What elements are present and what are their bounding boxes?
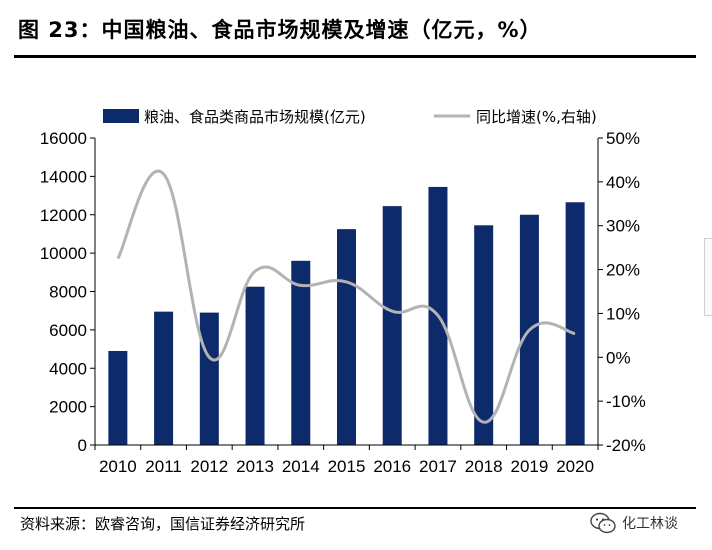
legend-bar-label: 粮油、食品类商品市场规模(亿元): [144, 108, 366, 126]
wechat-icon: [590, 512, 616, 534]
left-axis-tick-label: 12000: [40, 206, 87, 225]
legend-bar-swatch: [103, 109, 139, 123]
bar-2015: [337, 229, 356, 445]
bar-2016: [382, 206, 402, 445]
bar-2010: [108, 350, 128, 445]
right-axis-tick-label: 50%: [606, 129, 640, 148]
x-axis-tick-label: 2015: [328, 457, 366, 476]
watermark: 化工林谈: [590, 511, 678, 535]
right-axis-tick-label: 20%: [606, 261, 640, 280]
x-axis-tick-label: 2019: [510, 457, 548, 476]
left-axis-tick-label: 16000: [40, 129, 87, 148]
left-axis-tick-label: 8000: [49, 283, 87, 302]
right-axis-tick-label: 30%: [606, 217, 640, 236]
edge-marker: [704, 238, 712, 316]
x-axis-tick-label: 2014: [282, 457, 320, 476]
bar-2014: [291, 260, 311, 445]
x-axis-tick-label: 2017: [419, 457, 457, 476]
left-axis-tick-label: 14000: [40, 167, 87, 186]
x-axis-tick-label: 2018: [465, 457, 503, 476]
x-axis-tick-label: 2010: [99, 457, 137, 476]
right-axis-tick-label: 0%: [606, 348, 631, 367]
source-note: 资料来源：欧睿咨询，国信证券经济研究所: [20, 515, 306, 533]
right-axis-tick-label: -10%: [606, 392, 646, 411]
growth-rate-line: [116, 169, 576, 424]
right-axis-tick-label: -20%: [606, 436, 646, 455]
bar-2012: [199, 312, 219, 445]
right-axis-tick-label: 10%: [606, 304, 640, 323]
x-axis-tick-label: 2013: [236, 457, 274, 476]
right-axis-tick-label: 40%: [606, 173, 640, 192]
left-axis-tick-label: 6000: [49, 321, 87, 340]
x-axis-tick-label: 2016: [373, 457, 411, 476]
x-axis-tick-label: 2012: [190, 457, 228, 476]
left-axis-tick-label: 2000: [49, 398, 87, 417]
title-divider: [14, 55, 696, 58]
bar-2020: [565, 202, 585, 445]
source-divider: [14, 507, 696, 509]
watermark-text: 化工林谈: [622, 516, 678, 532]
title-bar: 图 23：中国粮油、食品市场规模及增速（亿元，%）: [0, 0, 712, 50]
left-axis-tick-label: 4000: [49, 359, 87, 378]
x-axis-tick-label: 2011: [145, 457, 182, 476]
bar-2011: [154, 311, 174, 445]
legend-line-label: 同比增速(%,右轴): [476, 108, 597, 126]
left-axis-tick-label: 10000: [40, 244, 87, 263]
x-axis-tick-label: 2020: [556, 457, 594, 476]
left-axis-tick-label: 0: [78, 436, 87, 455]
bar-2018: [474, 225, 494, 445]
page-title: 图 23：中国粮油、食品市场规模及增速（亿元，%）: [18, 18, 542, 42]
bar-2013: [245, 286, 265, 445]
